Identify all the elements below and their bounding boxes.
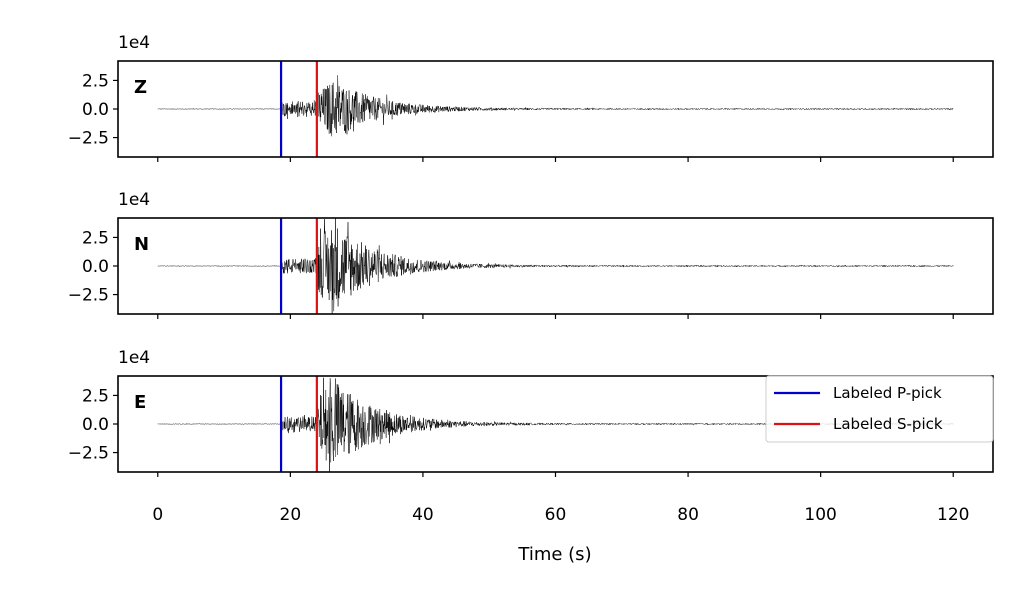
x-axis: 0 20 40 60 80 100 120	[152, 505, 969, 525]
y-tick-label: 2.5	[82, 386, 109, 406]
x-tick-label: 20	[280, 505, 302, 525]
legend-entry-label: Labeled P-pick	[833, 384, 942, 402]
y-tick-label: 0.0	[82, 415, 109, 435]
y-tick-label: 2.5	[82, 71, 109, 91]
channel-label-e: E	[134, 392, 146, 413]
legend-entry-label: Labeled S-pick	[833, 415, 943, 433]
panel-e: 2.5 0.0 −2.5 1e4 E	[68, 348, 994, 477]
y-scale-label: 1e4	[118, 190, 150, 210]
legend-box	[765, 375, 994, 443]
panel-n: 2.5 0.0 −2.5 1e4 N	[68, 190, 994, 319]
y-tick-label: −2.5	[68, 286, 109, 306]
x-tick-label: 40	[412, 505, 434, 525]
x-tick-label: 60	[545, 505, 567, 525]
waveform-trace-n	[157, 218, 954, 314]
x-tick-label: 80	[677, 505, 699, 525]
panel-z: 2.5 0.0 −2.5 1e4 Z	[68, 33, 994, 162]
legend: Labeled P-pick Labeled S-pick	[765, 375, 994, 443]
channel-label-z: Z	[134, 77, 147, 98]
waveform-trace-z	[157, 75, 954, 137]
y-tick-label: 2.5	[82, 228, 109, 248]
y-tick-label: 0.0	[82, 257, 109, 277]
y-scale-label: 1e4	[118, 348, 150, 368]
y-tick-label: −2.5	[68, 444, 109, 464]
panels-layer: 2.5 0.0 −2.5 1e4 Z 2.5 0.0 −2.5 1e4 N 2.5 0.0 −2.5 1e…	[68, 33, 994, 477]
y-scale-label: 1e4	[118, 33, 150, 53]
channel-label-n: N	[134, 234, 149, 255]
x-tick-label: 0	[152, 505, 163, 525]
y-tick-label: 0.0	[82, 100, 109, 120]
y-tick-label: −2.5	[68, 129, 109, 149]
x-tick-label: 120	[937, 505, 969, 525]
x-axis-title: Time (s)	[517, 544, 591, 565]
x-tick-label: 100	[804, 505, 836, 525]
